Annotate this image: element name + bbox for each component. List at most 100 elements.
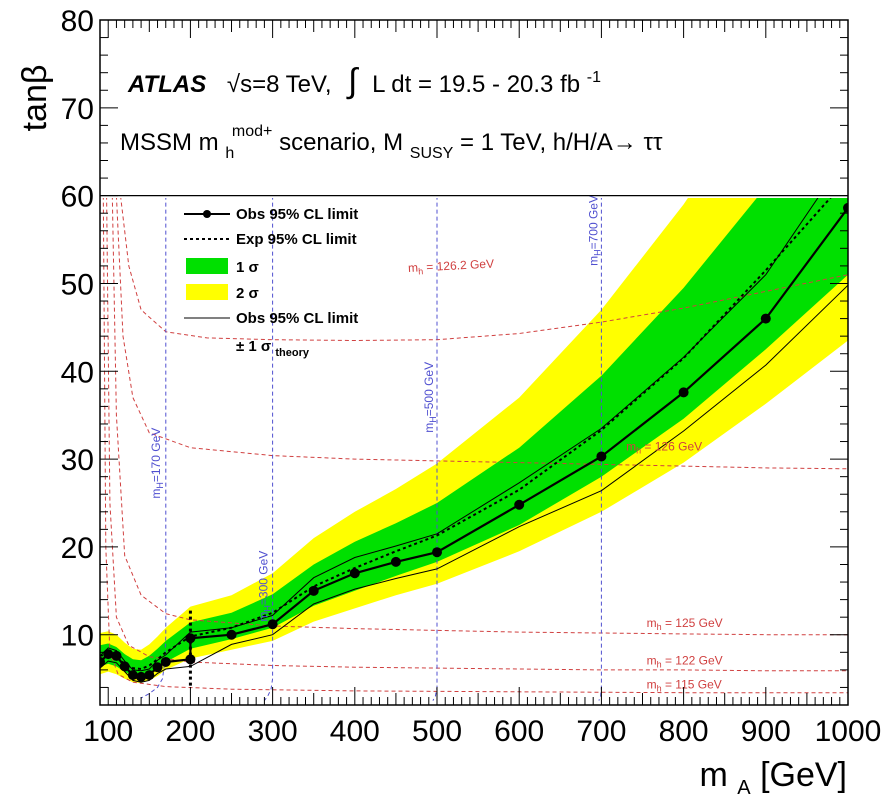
x-tick-label: 900: [741, 715, 791, 748]
mh-label-value: = 122 GeV: [662, 654, 723, 668]
mh-label-m: m: [408, 261, 419, 276]
x-axis-title-sub: A: [737, 777, 751, 799]
header-line-1: ATLAS √s=8 TeV, ∫ L dt = 19.5 - 20.3 fb …: [127, 62, 601, 100]
observed-point: [119, 661, 130, 672]
mh-label-sub: h: [657, 683, 662, 693]
header-experiment: ATLAS: [127, 71, 206, 98]
mH-contour-2: [432, 198, 438, 701]
mH-label-m: m: [149, 489, 163, 499]
mh-contour-1: [116, 198, 848, 470]
header-lumi-sup: -1: [587, 69, 601, 86]
header-box: ATLAS √s=8 TeV, ∫ L dt = 19.5 - 20.3 fb …: [100, 20, 848, 198]
legend-label-theory-band: ± 1 σ theory: [236, 338, 310, 359]
mH-label-m: m: [586, 256, 600, 266]
observed-point: [111, 650, 122, 661]
y-tick-label: 10: [61, 620, 94, 653]
mH-label-sub: H: [155, 482, 165, 489]
observed-point: [160, 656, 171, 667]
observed-point: [596, 451, 607, 462]
observed-point: [100, 656, 105, 667]
mh-label-1: mh = 126 GeV: [626, 439, 702, 455]
x-tick-label: 400: [330, 715, 380, 748]
mh-label-sub: h: [636, 445, 641, 455]
header-model-sup: mod+: [232, 123, 272, 140]
mh-label-sub: h: [657, 622, 662, 632]
header-scenario: scenario, M: [279, 129, 403, 156]
observed-point: [144, 670, 155, 681]
legend-theory-pm: ± 1 σ: [236, 338, 271, 355]
mH-contour-0: [140, 198, 167, 699]
mH-label-1: mH=300 GeV: [257, 551, 273, 622]
mH-label-m: m: [257, 612, 271, 622]
legend-label-observed: Obs 95% CL limit: [236, 206, 358, 223]
mH-label-3: mH=700 GeV: [586, 195, 602, 266]
observed-point: [514, 499, 525, 510]
legend-1sigma: 1 σ: [186, 258, 259, 276]
mh-label-value: = 125 GeV: [662, 616, 723, 630]
legend-label-2sigma: 2 σ: [236, 285, 259, 302]
y-tick-label: 20: [61, 532, 94, 565]
observed-point: [103, 649, 114, 660]
mH-label-sub: H: [592, 249, 602, 256]
y-tick-label: 60: [61, 181, 94, 214]
integral-symbol: ∫: [346, 62, 359, 100]
y-tick-label: 80: [61, 5, 94, 38]
observed-point: [349, 568, 360, 579]
mH-label-2: mH=500 GeV: [422, 362, 438, 433]
plot-area: [100, 198, 848, 701]
header-susy-value: = 1 TeV, h/H/A→ ττ: [460, 129, 663, 156]
observed-point: [308, 585, 319, 596]
y-tick-label: 40: [61, 356, 94, 389]
observed-point: [185, 633, 196, 644]
mh-label-0: mh = 126.2 GeV: [408, 257, 495, 277]
mh-contour-2: [111, 198, 848, 636]
x-tick-label: 700: [576, 715, 626, 748]
theory-down-line: [100, 284, 848, 683]
x-axis-title: m A [GeV]: [699, 756, 847, 801]
mH-label-value: =300 GeV: [257, 551, 271, 605]
x-tick-label: 300: [248, 715, 298, 748]
x-tick-label: 800: [659, 715, 709, 748]
x-axis-title-unit: [GeV]: [760, 756, 847, 794]
legend-2sigma: 2 σ: [186, 284, 259, 302]
mh-label-m: m: [626, 439, 636, 453]
mh-label-value: = 126.2 GeV: [423, 257, 495, 275]
x-tick-label: 500: [412, 715, 462, 748]
mh-label-m: m: [647, 616, 657, 630]
mh-contour-3: [106, 198, 848, 672]
mh-label-sub: h: [418, 266, 424, 276]
observed-point: [136, 671, 147, 682]
observed-point: [390, 556, 401, 567]
x-tick-label: 600: [494, 715, 544, 748]
observed-point: [432, 547, 443, 558]
legend-label-1sigma: 1 σ: [236, 259, 259, 276]
x-axis-title-main: m: [699, 756, 727, 794]
y-tick-label: 50: [61, 268, 94, 301]
observed-point: [127, 670, 138, 681]
mh-label-value: = 126 GeV: [641, 439, 702, 453]
observed-point: [760, 313, 771, 324]
legend-label-theory: Obs 95% CL limit: [236, 310, 358, 327]
observed-point: [267, 619, 278, 630]
y-tick-label: 70: [61, 93, 94, 126]
observed-point: [678, 387, 689, 398]
header-line-2: MSSM m h mod+ scenario, M SUSY = 1 TeV, …: [120, 115, 663, 164]
mh-label-m: m: [647, 654, 657, 668]
header-energy: √s=8 TeV,: [227, 71, 332, 98]
header-model-sub: h: [225, 145, 234, 162]
mh-contour-4: [102, 198, 848, 694]
y-axis-title: tanβ: [16, 65, 54, 132]
header-model: MSSM m: [120, 129, 219, 156]
mh-label-4: mh = 115 GeV: [647, 677, 722, 693]
mH-label-sub: H: [263, 605, 273, 612]
mH-label-value: =170 GeV: [149, 428, 163, 482]
observed-point: [152, 662, 163, 673]
observed-point: [843, 202, 848, 213]
mH-label-sub: H: [428, 416, 438, 423]
axes: 100 200 300 400 500 600 700 800 900 1000 10 20 30 40 5…: [61, 5, 882, 748]
mH-contour-3: [598, 198, 602, 701]
legend-theory: Obs 95% CL limit ± 1 σ theory: [184, 310, 358, 359]
mH-label-value: =700 GeV: [586, 195, 600, 249]
